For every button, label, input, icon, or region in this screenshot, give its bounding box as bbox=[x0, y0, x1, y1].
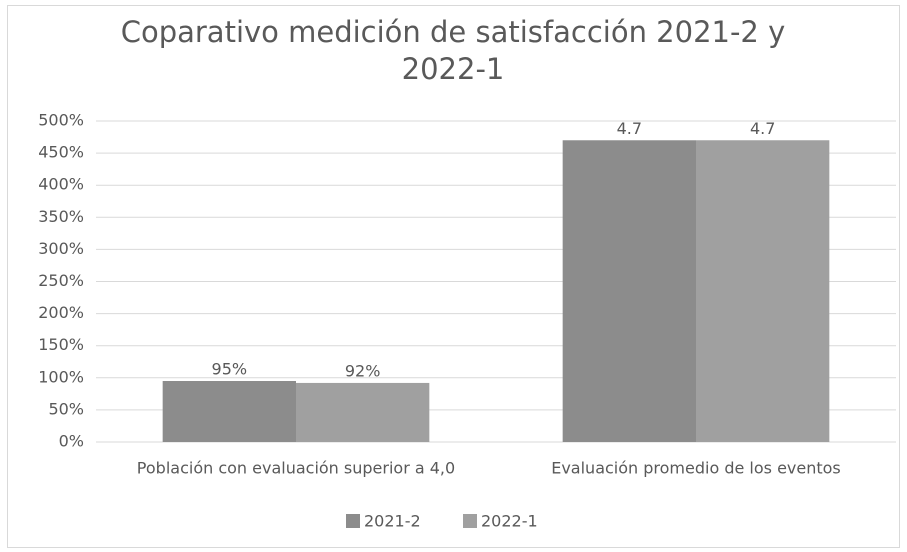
chart-title: Coparativo medición de satisfacción 2021… bbox=[120, 15, 786, 86]
y-tick-label: 500% bbox=[38, 111, 84, 130]
bar bbox=[162, 381, 296, 442]
data-label: 4.7 bbox=[617, 119, 642, 138]
y-tick-label: 0% bbox=[59, 432, 84, 451]
data-label: 92% bbox=[345, 361, 381, 380]
y-tick-label: 250% bbox=[38, 271, 84, 290]
legend-label: 2021-2 bbox=[364, 512, 421, 531]
bar bbox=[562, 140, 696, 442]
y-tick-label: 400% bbox=[38, 175, 84, 194]
legend-swatch bbox=[346, 514, 360, 528]
y-tick-label: 300% bbox=[38, 239, 84, 258]
y-tick-label: 450% bbox=[38, 143, 84, 162]
y-tick-label: 150% bbox=[38, 335, 84, 354]
y-tick-label: 50% bbox=[48, 399, 84, 418]
y-tick-label: 350% bbox=[38, 207, 84, 226]
data-label: 4.7 bbox=[750, 119, 775, 138]
data-label: 95% bbox=[212, 360, 248, 379]
y-tick-label: 200% bbox=[38, 303, 84, 322]
legend-label: 2022-1 bbox=[481, 512, 538, 531]
x-tick-label: Evaluación promedio de los eventos bbox=[551, 459, 841, 478]
bar bbox=[696, 140, 830, 442]
legend-swatch bbox=[463, 514, 477, 528]
x-tick-label: Población con evaluación superior a 4,0 bbox=[137, 459, 455, 478]
y-tick-label: 100% bbox=[38, 367, 84, 386]
bar bbox=[296, 382, 430, 442]
